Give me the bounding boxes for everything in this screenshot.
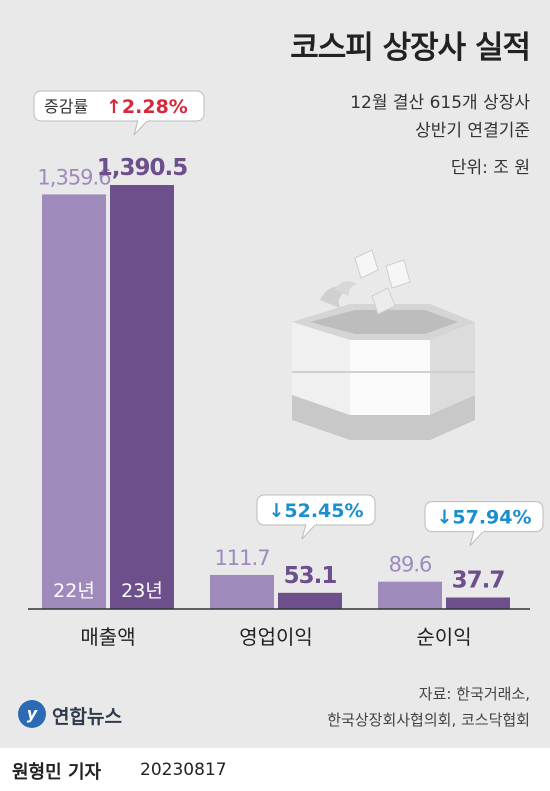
money-burning-stove-icon <box>292 249 475 440</box>
series-label-22: 22년 <box>53 580 95 602</box>
category-label-2: 순이익 <box>416 625 471 649</box>
value-label-23-2: 37.7 <box>452 568 505 594</box>
change-callout-0: 증감률 ↑2.28% <box>33 90 205 136</box>
unit-label: 단위: 조 원 <box>450 158 530 178</box>
bar-22-1 <box>210 574 274 609</box>
byline: 원형민 기자 <box>12 762 102 783</box>
change-value-1: ↓52.45% <box>268 500 363 522</box>
logo-mark-icon: y <box>18 700 46 728</box>
change-value-2: ↓57.94% <box>436 507 531 529</box>
category-label-1: 영업이익 <box>239 625 313 649</box>
date: 20230817 <box>140 760 227 780</box>
bar-23-1 <box>278 592 342 609</box>
bar-22-0 <box>42 194 106 609</box>
change-value-0: ↑2.28% <box>106 96 188 118</box>
subtitle-line-1: 12월 결산 615개 상장사 <box>350 93 530 113</box>
source-line-2: 한국상장회사협의회, 코스닥협회 <box>327 711 530 729</box>
change-prefix-0: 증감률 <box>44 97 88 116</box>
chart-title: 코스피 상장사 실적 <box>290 30 531 66</box>
change-callout-1: ↓52.45% <box>256 494 376 540</box>
value-label-22-1: 111.7 <box>214 546 269 570</box>
bar-23-2 <box>446 597 510 609</box>
change-callout-2: ↓57.94% <box>424 501 544 547</box>
series-label-23: 23년 <box>121 580 163 602</box>
bar-22-2 <box>378 581 442 609</box>
subtitle-line-2: 상반기 연결기준 <box>415 121 530 141</box>
source-line-1: 자료: 한국거래소, <box>418 685 530 703</box>
value-label-22-2: 89.6 <box>389 553 432 577</box>
bar-23-0 <box>110 185 174 609</box>
logo-text: 연합뉴스 <box>52 706 122 728</box>
value-label-23-1: 53.1 <box>284 563 337 589</box>
value-label-23-0: 1,390.5 <box>97 155 188 181</box>
category-label-0: 매출액 <box>80 625 135 649</box>
value-label-22-0: 1,359.6 <box>37 165 111 189</box>
